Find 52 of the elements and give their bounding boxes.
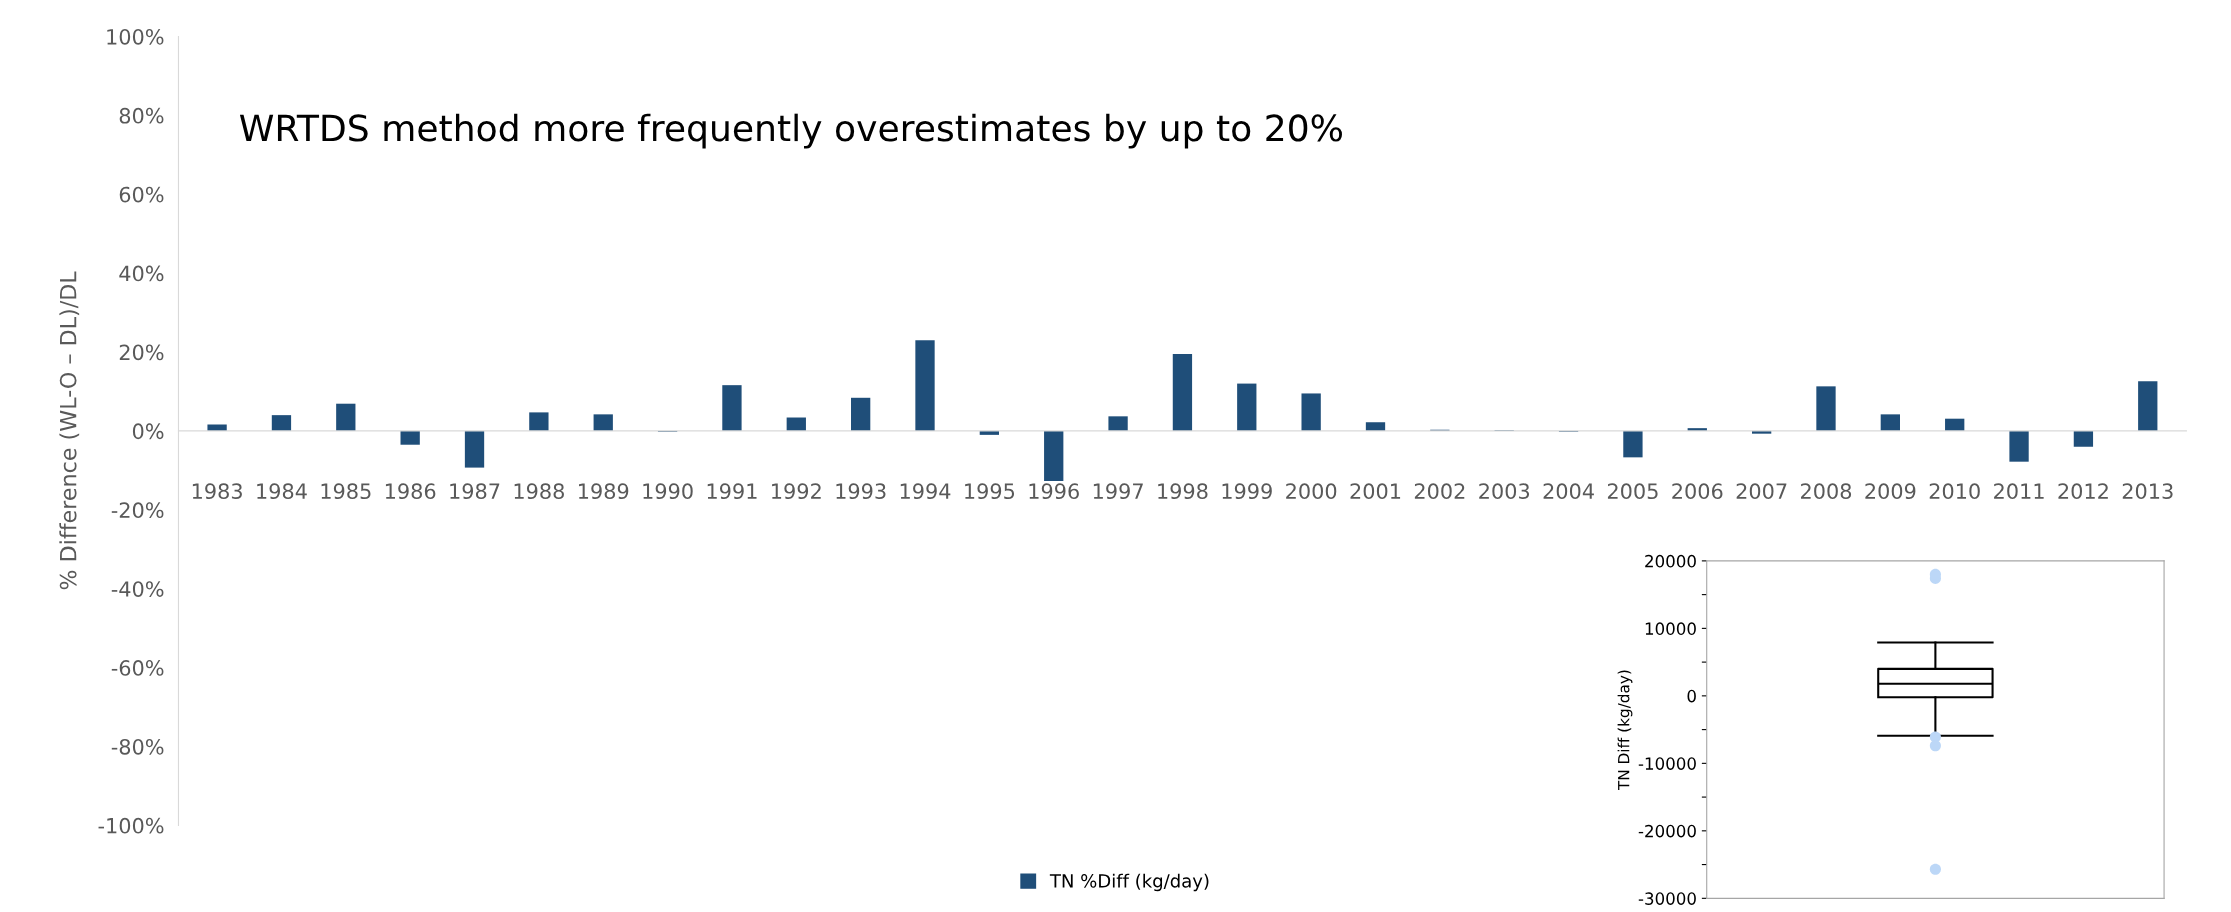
y-tick-label: 40% — [119, 265, 164, 282]
x-tick-label: 2001 — [1350, 483, 1401, 500]
x-tick-label: 1994 — [900, 483, 951, 500]
x-tick-label: 1999 — [1222, 483, 1272, 500]
text: WRTDS method more frequently overestimates by up to 20% — [239, 113, 1342, 149]
y-tick-label: -60% — [111, 660, 164, 676]
x-tick-label: 1987 — [450, 483, 500, 500]
y-tick-label: -30000 — [1638, 892, 1696, 905]
y-axis-title: % Difference (WL-O – DL)/DL — [59, 271, 80, 590]
x-tick-label: 1985 — [321, 483, 371, 500]
x-tick-label: 2009 — [1865, 483, 1916, 500]
x-tick-label: 2008 — [1801, 483, 1852, 500]
x-tick-label: 2011 — [1994, 483, 2044, 500]
x-tick-label: 2002 — [1414, 483, 1465, 500]
x-tick-label: 2007 — [1736, 483, 1787, 500]
x-tick-label: 2005 — [1607, 483, 1658, 500]
x-tick-label: 1993 — [836, 483, 886, 500]
x-tick-label: 1995 — [965, 483, 1015, 500]
x-tick-label: 1986 — [385, 483, 436, 500]
y-tick-label: -100% — [98, 817, 164, 834]
y-tick-label: -80% — [111, 738, 164, 755]
y-tick-label: -20% — [111, 502, 164, 519]
x-tick-label: 1997 — [1093, 483, 1143, 500]
x-tick-label: 1984 — [257, 483, 307, 500]
x-tick-label: 2012 — [2058, 483, 2108, 500]
x-tick-label: 2006 — [1672, 483, 1723, 500]
x-tick-label: 1990 — [643, 483, 693, 500]
x-tick-label: 2013 — [2122, 483, 2173, 500]
legend-label: TN %Diff (kg/day) — [1049, 873, 1209, 892]
x-tick-label: 2010 — [1929, 483, 1980, 500]
y-tick-label: -10000 — [1638, 757, 1696, 770]
x-tick-label: 2000 — [1286, 483, 1337, 500]
x-tick-label: 1983 — [192, 483, 242, 500]
y-tick-label: 0% — [132, 423, 164, 440]
y-tick-label: 100% — [107, 28, 164, 45]
y-tick-label: 10000 — [1645, 622, 1696, 635]
x-tick-label: 1988 — [514, 483, 564, 500]
x-tick-label: 1992 — [772, 483, 821, 500]
x-tick-label: 1991 — [707, 483, 757, 500]
y-axis-title: TN Diff (kg/day) — [1617, 670, 1633, 791]
y-tick-label: 60% — [119, 186, 164, 203]
y-tick-label: 20% — [119, 344, 164, 361]
y-tick-label: -20000 — [1638, 824, 1696, 838]
x-tick-label: 1998 — [1158, 483, 1208, 500]
x-tick-label: 2004 — [1543, 483, 1594, 500]
y-tick-label: -40% — [111, 581, 164, 597]
y-tick-label: 0 — [1687, 689, 1696, 703]
y-tick-label: 80% — [119, 107, 164, 124]
y-tick-label: 20000 — [1645, 554, 1696, 568]
x-tick-label: 1996 — [1029, 483, 1079, 500]
x-tick-label: 1989 — [579, 483, 629, 500]
x-tick-label: 2003 — [1479, 483, 1530, 500]
